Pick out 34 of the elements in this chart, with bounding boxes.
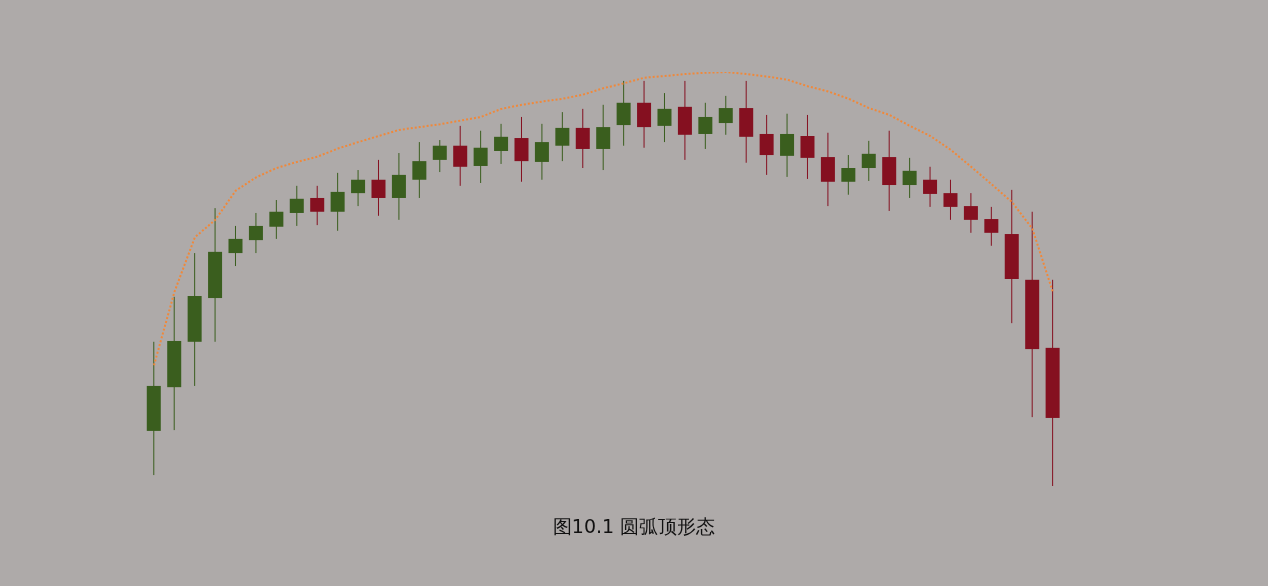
candlestick xyxy=(412,141,427,199)
candlestick xyxy=(616,80,631,147)
candlestick xyxy=(453,125,468,187)
caption: 图10.1 圆弧顶形态 xyxy=(551,514,717,539)
candlestick xyxy=(310,185,325,226)
candlestick xyxy=(269,199,284,240)
candlestick xyxy=(371,159,386,217)
candlestick xyxy=(228,225,243,267)
candlestick xyxy=(718,95,733,136)
candlestick xyxy=(494,123,509,165)
candlestick xyxy=(596,104,611,171)
candlestick xyxy=(248,212,263,254)
candlestick xyxy=(841,154,856,196)
candlestick xyxy=(984,206,999,247)
candlestick xyxy=(473,130,488,184)
candlestick xyxy=(534,123,549,181)
candlestick xyxy=(432,139,447,173)
candlestick xyxy=(902,157,917,199)
candlestick xyxy=(698,102,713,150)
candlestick xyxy=(289,185,304,227)
candlestick xyxy=(514,116,529,183)
candlestick xyxy=(780,113,795,178)
candlestick xyxy=(963,192,978,234)
candlestick xyxy=(923,166,938,208)
candlestick xyxy=(800,114,815,180)
candlestick xyxy=(351,169,366,207)
candlestick xyxy=(575,108,590,169)
candlestick xyxy=(759,114,774,176)
candlestick xyxy=(391,152,406,221)
candlestick xyxy=(330,172,345,232)
candlestick xyxy=(861,140,876,182)
candlestick xyxy=(555,111,570,162)
candlestick xyxy=(657,92,672,143)
candlestick xyxy=(943,179,958,221)
